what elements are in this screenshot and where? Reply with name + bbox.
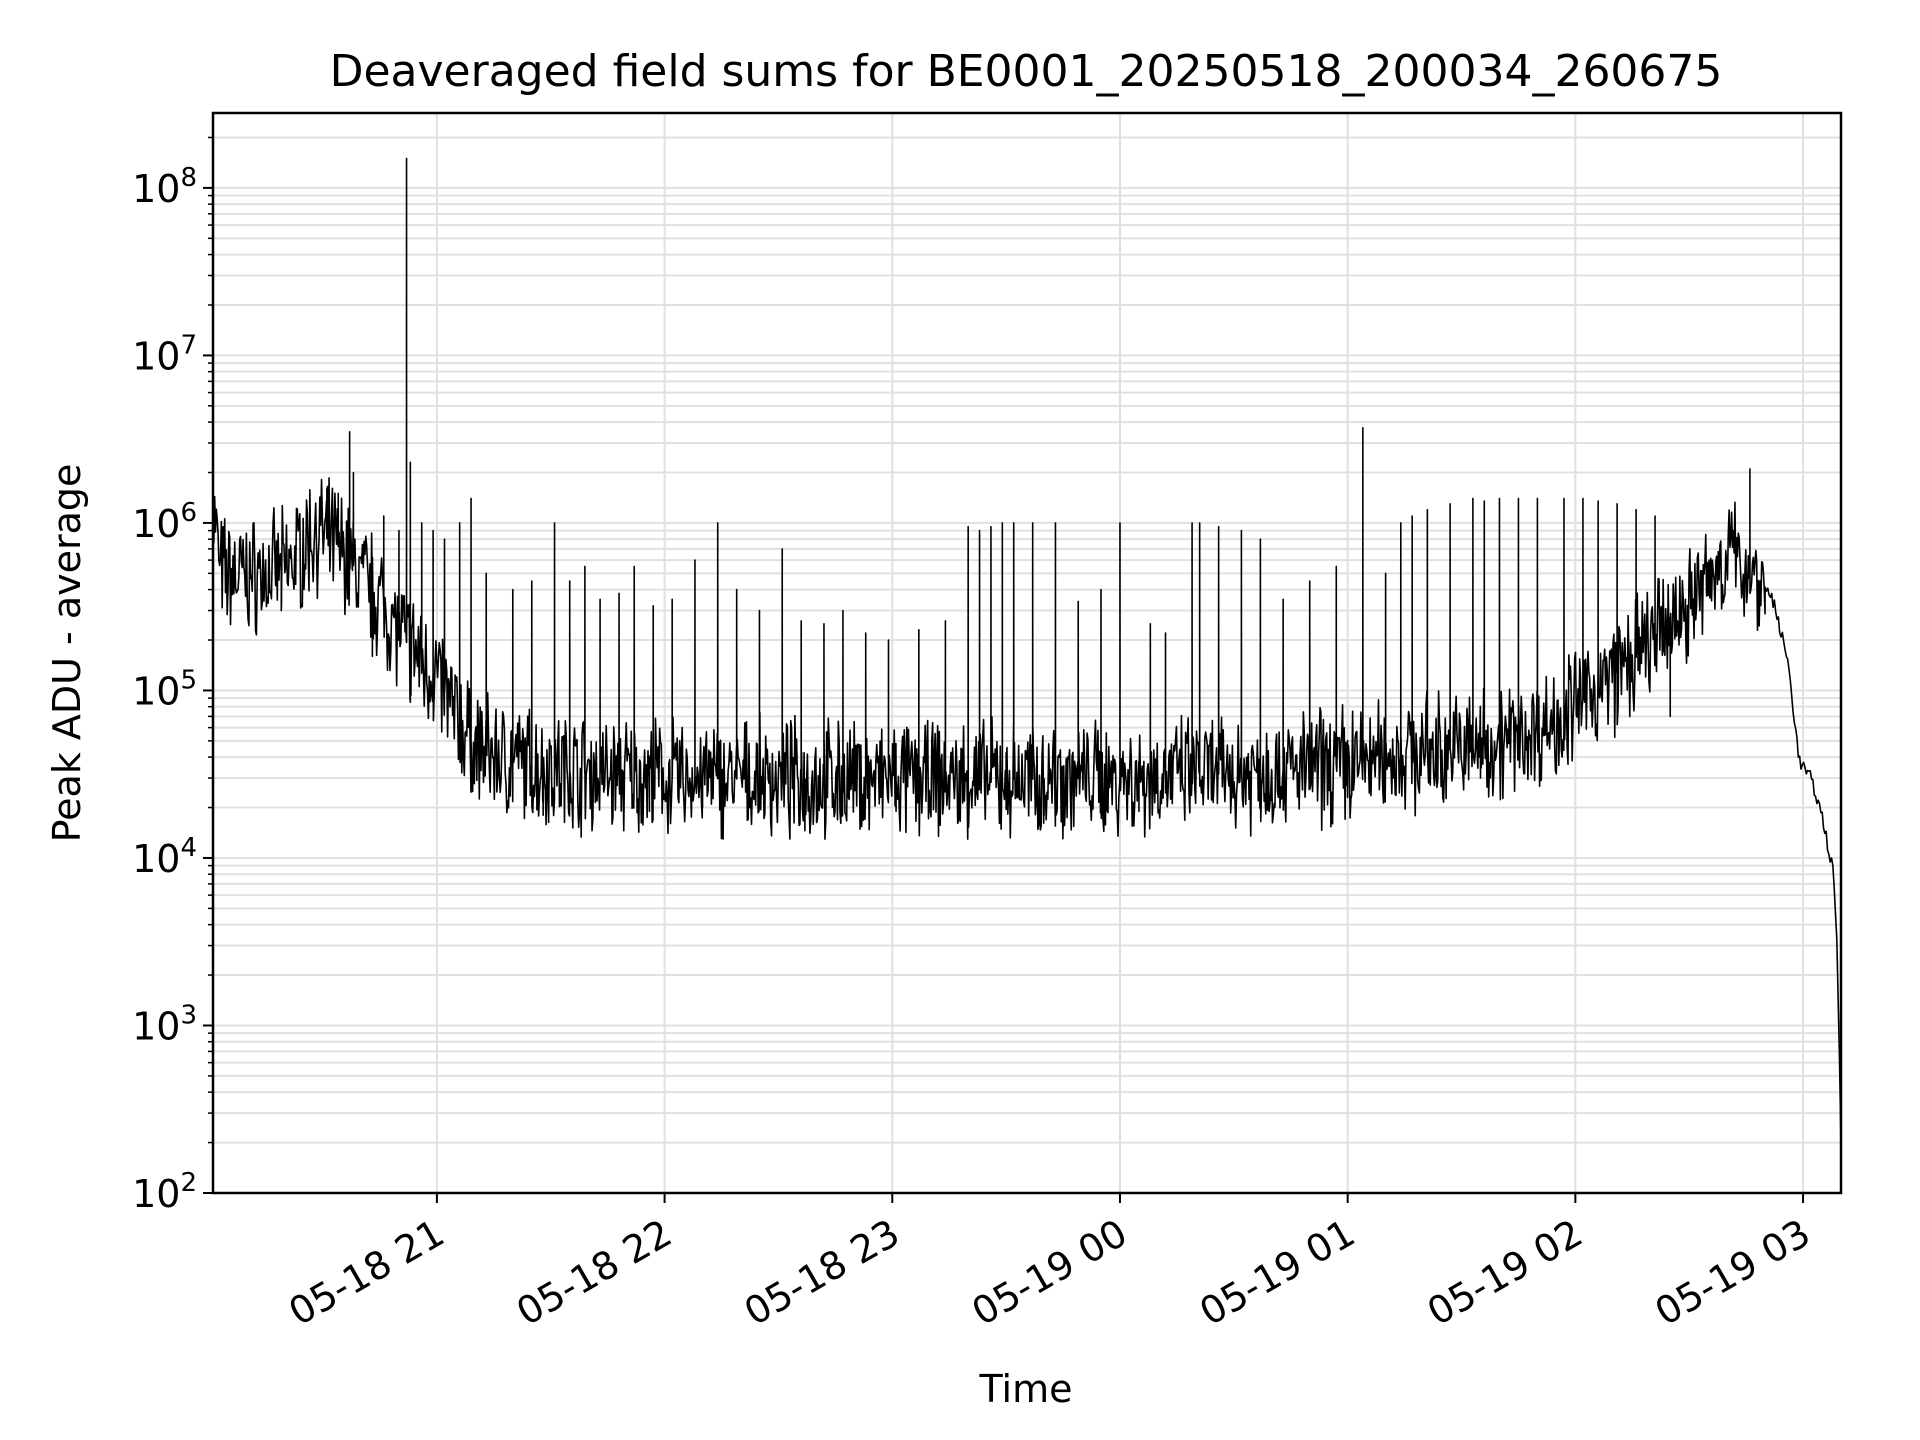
plot-frame <box>211 111 1843 1195</box>
chart-title: Deaveraged field sums for BE0001_2025051… <box>330 46 1723 97</box>
x-axis-label: Time <box>979 1367 1073 1411</box>
y-tick-label: 102 <box>132 1168 197 1216</box>
y-tick-label: 107 <box>132 330 197 378</box>
y-tick-label: 103 <box>132 1000 197 1048</box>
y-tick-label: 105 <box>132 665 197 713</box>
series-line <box>213 157 1841 1134</box>
y-axis-label: Peak ADU - average <box>45 464 89 843</box>
y-tick-label: 108 <box>132 163 197 211</box>
grid-lines <box>213 113 1841 1194</box>
y-axis-ticks: 102 103 104 105 106 107 108 <box>132 136 213 1216</box>
plot-area <box>213 157 1841 1134</box>
y-tick-label: 106 <box>132 498 197 546</box>
y-tick-label: 104 <box>132 833 197 881</box>
